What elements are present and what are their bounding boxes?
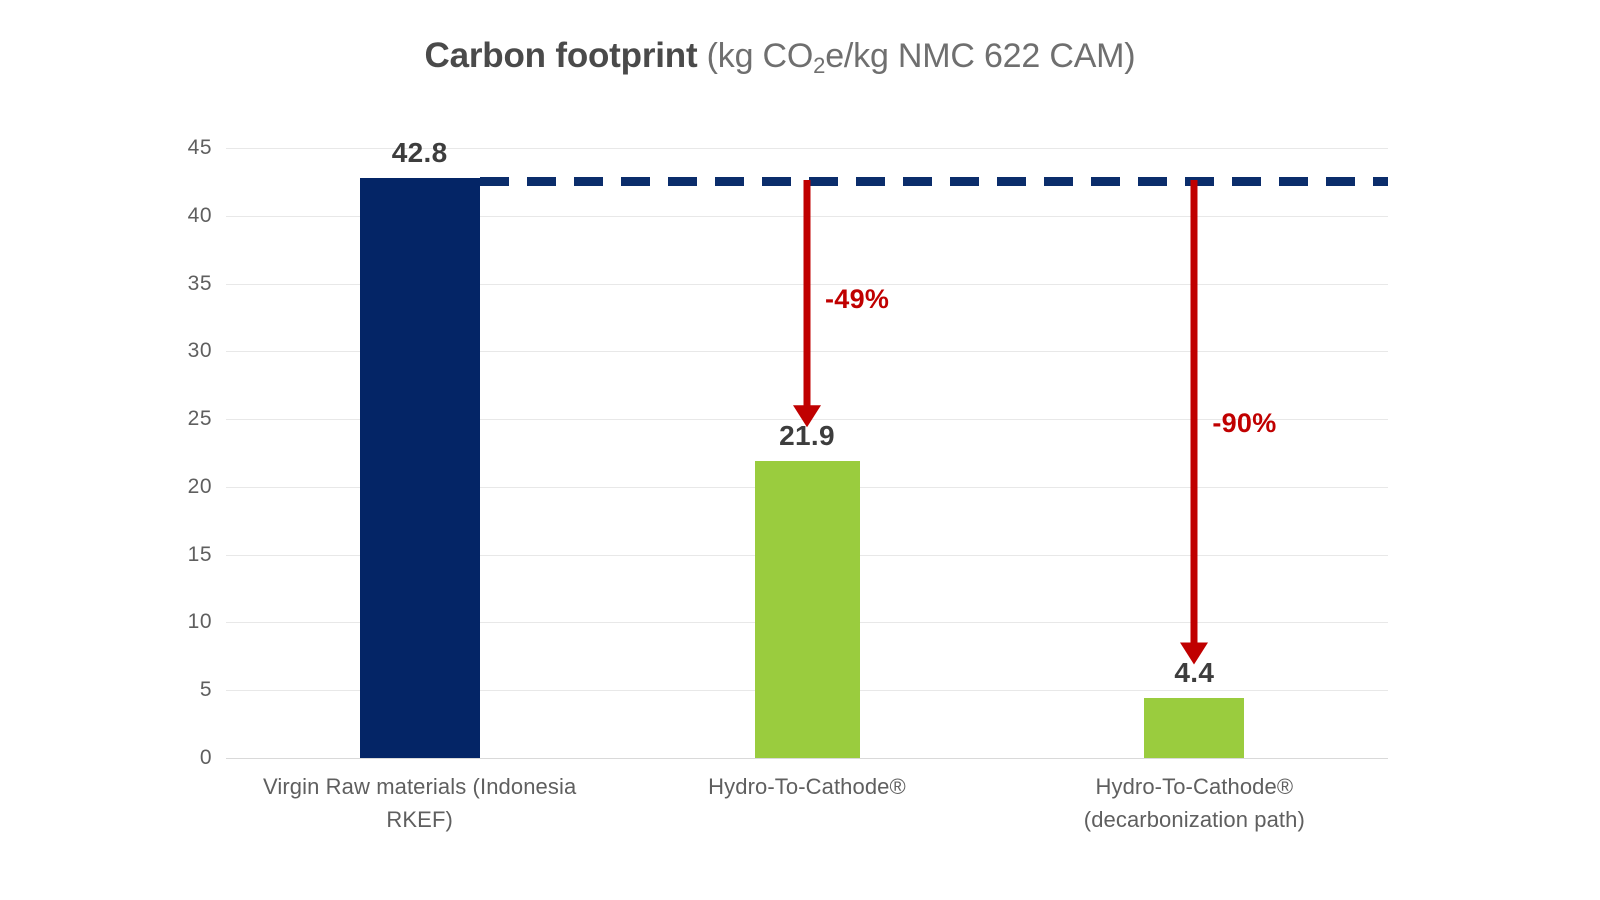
y-axis-tick-label: 10 <box>187 610 212 634</box>
y-axis-tick-label: 40 <box>187 203 212 227</box>
y-axis-tick-label: 35 <box>187 271 212 295</box>
x-axis-label-line: (decarbonization path) <box>1083 807 1305 832</box>
x-axis-label-line: Hydro-To-Cathode® <box>1095 774 1294 799</box>
chart-title-unit-prefix: (kg CO <box>697 37 814 75</box>
reduction-arrow-2 <box>1180 179 1209 665</box>
reduction-arrow-1 <box>793 179 821 428</box>
bar-value-label-1: 21.9 <box>779 420 835 452</box>
gridline <box>226 758 1388 759</box>
y-axis-tick-label: 5 <box>199 678 212 702</box>
chart-title-unit-suffix: e/kg NMC 622 CAM) <box>825 37 1136 75</box>
y-axis-tick-label: 20 <box>187 474 212 498</box>
bar-2[interactable] <box>1144 698 1245 758</box>
gridline <box>226 148 1388 149</box>
x-axis-label-line: Virgin Raw materials (Indonesia <box>263 774 577 799</box>
reduction-percent-label-1: -49% <box>825 283 890 314</box>
y-axis-tick-label: 45 <box>187 136 212 159</box>
x-axis-label-1: Hydro-To-Cathode® <box>587 770 1027 803</box>
y-axis-tick-label: 0 <box>199 746 212 769</box>
chart-title-bold: Carbon footprint <box>424 36 698 75</box>
x-axis-label-2: Hydro-To-Cathode® (decarbonization path) <box>974 770 1414 836</box>
reduction-percent-label-2: -90% <box>1212 407 1277 438</box>
bar-value-label-2: 4.4 <box>1174 657 1215 689</box>
x-axis-label-line: Hydro-To-Cathode® <box>708 774 906 799</box>
x-axis-label-0: Virgin Raw materials (Indonesia RKEF) <box>200 770 640 836</box>
x-axis-label-line: RKEF) <box>386 807 453 832</box>
y-axis-tick-label: 25 <box>187 407 212 431</box>
bar-1[interactable] <box>754 461 860 758</box>
y-axis-tick-label: 15 <box>187 542 212 566</box>
bar-value-label-0: 42.8 <box>391 136 448 168</box>
bar-0[interactable] <box>359 177 480 758</box>
y-axis-tick-label: 30 <box>187 339 212 363</box>
chart-title-unit-subscript: 2 <box>813 53 826 78</box>
chart-title: Carbon footprint (kg CO2e/kg NMC 622 CAM… <box>0 36 1560 78</box>
plot-area: -49% -90% 42.8 21.9 4.4 <box>226 137 1388 759</box>
reference-line-dashed <box>479 176 1388 186</box>
